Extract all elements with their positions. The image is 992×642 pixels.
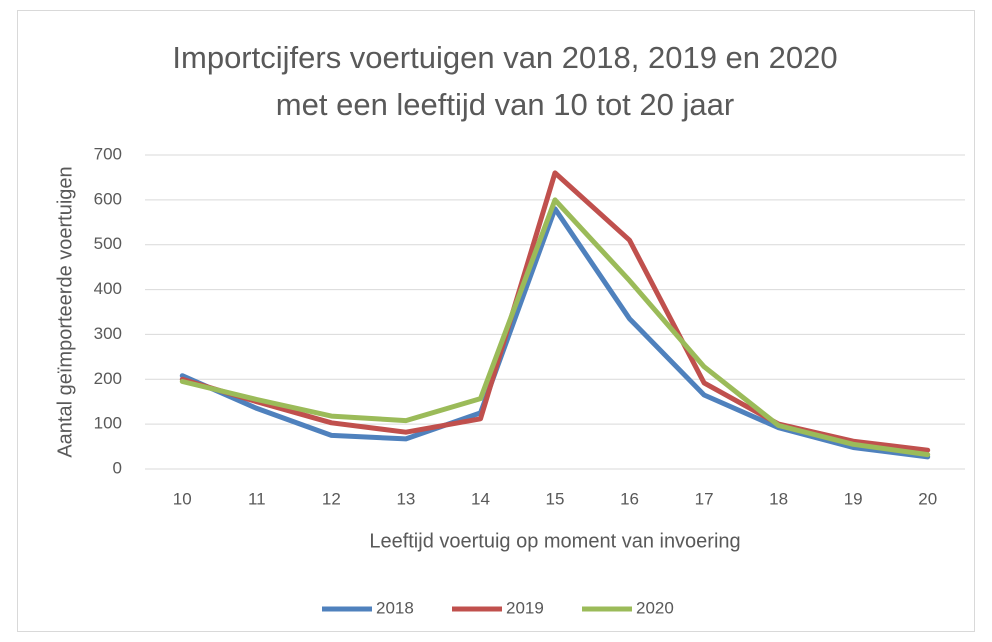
chart-title: met een leeftijd van 10 tot 20 jaar [276, 87, 734, 122]
chart-border [17, 10, 975, 632]
x-tick-label: 16 [620, 489, 639, 508]
x-tick-label: 11 [248, 489, 266, 508]
y-tick-label: 300 [94, 324, 122, 343]
x-tick-label: 13 [396, 489, 415, 508]
x-tick-label: 18 [769, 489, 788, 508]
y-tick-label: 600 [94, 189, 122, 208]
x-tick-label: 19 [844, 489, 863, 508]
y-tick-label: 400 [94, 279, 122, 298]
x-tick-label: 12 [322, 489, 341, 508]
legend-label: 2018 [376, 598, 414, 617]
x-axis-label: Leeftijd voertuig op moment van invoerin… [369, 530, 740, 552]
x-tick-label: 14 [471, 489, 490, 508]
y-tick-label: 500 [94, 234, 122, 253]
series-line [179, 197, 931, 458]
x-tick-label: 10 [173, 489, 192, 508]
x-tick-label: 17 [695, 489, 714, 508]
y-tick-label: 100 [94, 414, 122, 433]
chart-title: Importcijfers voertuigen van 2018, 2019 … [172, 40, 837, 75]
legend-label: 2019 [506, 598, 544, 617]
y-tick-label: 200 [94, 369, 122, 388]
y-axis-label: Aantal geïmporteerde voertuigen [54, 166, 76, 457]
x-tick-label: 20 [918, 489, 937, 508]
legend-label: 2020 [636, 598, 674, 617]
y-tick-label: 0 [113, 458, 122, 477]
y-tick-label: 700 [94, 144, 122, 163]
x-tick-label: 15 [546, 489, 565, 508]
